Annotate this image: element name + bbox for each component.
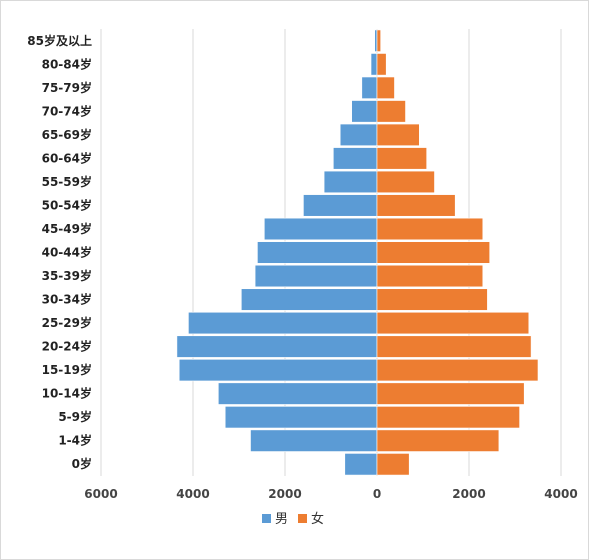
bar-female-4 — [376, 359, 539, 382]
x-tick-label-5: 4000 — [544, 487, 577, 501]
bar-female-3 — [376, 382, 525, 405]
bar-female-5 — [376, 335, 532, 358]
bar-female-17 — [376, 53, 387, 76]
category-label-5: 20-24岁 — [42, 339, 92, 354]
bar-female-13 — [376, 147, 427, 170]
category-label-6: 25-29岁 — [42, 315, 92, 330]
bar-female-8 — [376, 264, 484, 288]
bar-male-14 — [339, 123, 378, 146]
category-label-17: 80-84岁 — [42, 56, 92, 71]
bar-male-11 — [303, 194, 378, 217]
x-tick-label-3: 0 — [373, 487, 381, 501]
bar-female-7 — [376, 288, 488, 311]
bar-male-12 — [323, 170, 378, 194]
bar-male-0 — [344, 453, 378, 476]
bar-female-2 — [376, 406, 520, 429]
bar-female-12 — [376, 170, 435, 194]
x-tick-label-2: 2000 — [268, 487, 301, 501]
bar-male-15 — [351, 100, 378, 123]
legend-swatch-female — [298, 514, 307, 523]
category-label-16: 75-79岁 — [42, 80, 92, 95]
bar-female-6 — [376, 311, 530, 335]
category-label-14: 65-69岁 — [42, 127, 92, 142]
bar-female-10 — [376, 217, 484, 241]
category-label-10: 45-49岁 — [42, 221, 92, 236]
category-labels: 0岁 1-4岁 5-9岁 10-14岁 15-19岁 20-24岁 25-29岁 30-34岁… — [27, 33, 92, 471]
bar-male-1 — [250, 429, 378, 452]
category-label-3: 10-14岁 — [42, 386, 92, 401]
category-label-15: 70-74岁 — [42, 103, 92, 118]
category-label-18: 85岁及以上 — [27, 33, 92, 48]
category-label-1: 1-4岁 — [58, 433, 92, 448]
category-label-2: 5-9岁 — [58, 409, 92, 424]
category-label-11: 50-54岁 — [42, 197, 92, 212]
bar-female-16 — [376, 76, 395, 99]
x-axis-tick-labels: 6000 4000 2000 0 2000 4000 — [84, 487, 577, 501]
category-label-13: 60-64岁 — [42, 150, 92, 165]
bar-male-6 — [188, 311, 378, 335]
bar-male-5 — [176, 335, 378, 358]
category-label-0: 0岁 — [72, 456, 92, 471]
legend-label-male: 男 — [275, 512, 288, 527]
bar-male-16 — [361, 76, 378, 99]
bar-female-14 — [376, 123, 420, 146]
category-label-9: 40-44岁 — [42, 245, 92, 260]
bar-female-11 — [376, 194, 456, 217]
bar-male-17 — [370, 53, 378, 76]
bar-male-13 — [332, 147, 378, 170]
legend-swatch-male — [262, 514, 271, 523]
bar-male-7 — [241, 288, 378, 311]
category-label-12: 55-59岁 — [42, 174, 92, 189]
category-label-8: 35-39岁 — [42, 268, 92, 283]
bar-female-9 — [376, 241, 490, 264]
bar-male-2 — [224, 406, 378, 429]
bar-male-3 — [218, 382, 378, 405]
legend-label-female: 女 — [311, 511, 324, 527]
bar-male-18 — [374, 29, 378, 52]
category-label-7: 30-34岁 — [42, 292, 92, 307]
x-tick-label-4: 2000 — [452, 487, 485, 501]
x-tick-label-1: 4000 — [176, 487, 209, 501]
category-label-4: 15-19岁 — [42, 362, 92, 377]
legend: 男 女 — [262, 511, 324, 527]
bar-male-8 — [254, 264, 378, 288]
bar-female-1 — [376, 429, 500, 452]
bar-male-10 — [263, 217, 378, 241]
x-tick-label-0: 6000 — [84, 487, 117, 501]
bar-female-15 — [376, 100, 406, 123]
bar-female-0 — [376, 453, 410, 476]
bars — [176, 29, 539, 476]
bar-female-18 — [376, 29, 381, 52]
bar-male-4 — [178, 359, 378, 382]
bar-male-9 — [257, 241, 378, 264]
